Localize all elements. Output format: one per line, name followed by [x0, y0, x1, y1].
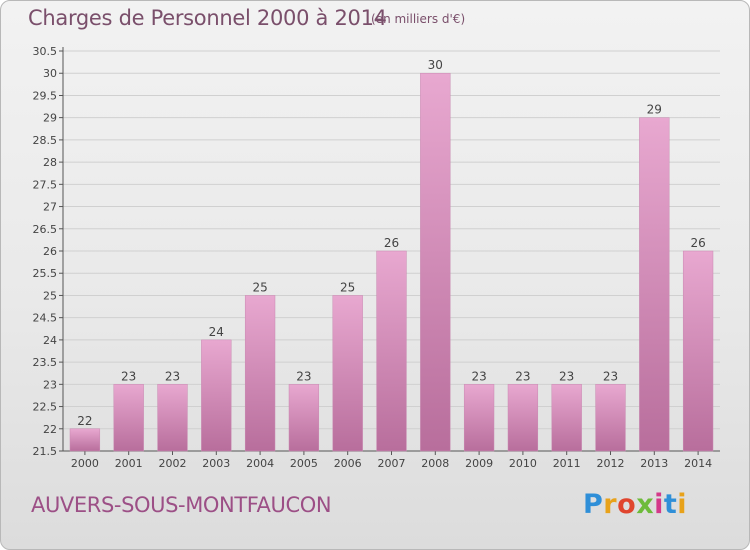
bar-2009: [463, 384, 495, 452]
data-label: 22: [77, 414, 92, 428]
bar-2007: [376, 250, 407, 452]
bar-2013: [639, 117, 670, 452]
y-tick-label: 27: [43, 201, 57, 214]
bar-2000: [69, 428, 101, 452]
x-tick-label: 2012: [597, 457, 625, 470]
bar-2002: [157, 384, 188, 452]
y-tick-label: 30.5: [33, 45, 58, 58]
data-label: 29: [647, 103, 662, 117]
x-tick-label: 2014: [684, 457, 712, 470]
y-tick-label: 23.5: [33, 356, 58, 369]
y-tick-label: 28: [43, 156, 57, 169]
bar-2006: [332, 295, 363, 452]
bar-2005: [288, 384, 320, 452]
bar-2012: [595, 384, 626, 452]
x-tick-label: 2001: [115, 457, 143, 470]
commune-name: AUVERS-SOUS-MONTFAUCON: [31, 493, 332, 517]
bar-2008: [420, 72, 451, 452]
x-tick-label: 2007: [378, 457, 406, 470]
y-tick-label: 26: [43, 245, 57, 258]
bars: [69, 72, 714, 452]
data-label: 26: [690, 236, 705, 250]
logo-letter: r: [603, 489, 618, 520]
y-tick-label: 28.5: [33, 134, 58, 147]
data-label: 30: [428, 58, 443, 72]
data-label: 25: [340, 280, 355, 294]
x-tick-label: 2000: [71, 457, 99, 470]
bar-2010: [507, 384, 539, 452]
y-tick-label: 27.5: [33, 178, 58, 191]
y-tick-label: 24.5: [33, 312, 58, 325]
data-label: 23: [559, 369, 574, 383]
data-label: 24: [209, 325, 224, 339]
x-tick-label: 2008: [421, 457, 449, 470]
data-label: 23: [471, 369, 486, 383]
logo-letter: i: [677, 489, 688, 520]
x-tick-label: 2003: [202, 457, 230, 470]
bar-2001: [113, 384, 144, 452]
y-tick-label: 25: [43, 289, 57, 302]
logo-letter: x: [636, 489, 655, 520]
y-tick-label: 22: [43, 423, 57, 436]
y-tick-label: 23: [43, 378, 57, 391]
bar-2003: [201, 339, 232, 452]
y-tick-label: 26.5: [33, 223, 58, 236]
chart-subtitle: (en milliers d'€): [371, 12, 466, 26]
chart-title: Charges de Personnel 2000 à 2014: [28, 6, 387, 30]
y-tick-label: 25.5: [33, 267, 58, 280]
x-tick-label: 2002: [159, 457, 187, 470]
y-tick-label: 24: [43, 334, 57, 347]
data-label: 23: [165, 369, 180, 383]
logo-letter: i: [654, 489, 664, 520]
data-label: 25: [252, 280, 267, 294]
x-tick-label: 2011: [553, 457, 581, 470]
x-tick-label: 2004: [246, 457, 274, 470]
data-label: 23: [121, 369, 136, 383]
x-tick-label: 2013: [640, 457, 668, 470]
data-label: 26: [384, 236, 399, 250]
bar-2011: [551, 384, 582, 452]
y-tick-label: 30: [43, 67, 57, 80]
data-label: 23: [296, 369, 311, 383]
y-tick-label: 22.5: [33, 401, 58, 414]
x-tick-label: 2006: [334, 457, 362, 470]
bar-2004: [244, 295, 276, 452]
data-labels: 22 23 23 24 25 23 25 26 30 23 23 23 23 29 26: [77, 58, 705, 428]
axes: 21.5 22 22.5 23 23.5 24 24.5 25 25.5 26 26.5 27 27.5…: [33, 45, 720, 470]
logo-letter: P: [583, 489, 604, 520]
x-tick-label: 2010: [509, 457, 537, 470]
bar-2014: [682, 250, 714, 452]
logo-letter: o: [617, 489, 637, 520]
data-label: 23: [515, 369, 530, 383]
proxiti-logo: Proxiti: [583, 489, 687, 520]
y-tick-label: 29: [43, 112, 57, 125]
data-label: 23: [603, 369, 618, 383]
x-tick-label: 2005: [290, 457, 318, 470]
y-tick-label: 21.5: [33, 445, 58, 458]
y-tick-label: 29.5: [33, 89, 58, 102]
logo-letter: t: [663, 489, 678, 520]
x-tick-label: 2009: [465, 457, 493, 470]
